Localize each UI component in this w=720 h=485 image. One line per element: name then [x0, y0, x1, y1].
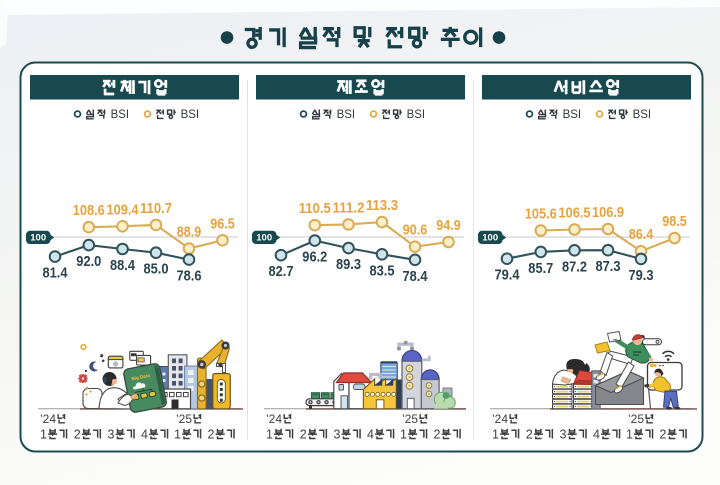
svg-text:85.0: 85.0	[144, 261, 169, 278]
svg-text:1: 1	[40, 427, 47, 441]
svg-text:106.5: 106.5	[559, 205, 591, 222]
svg-text:86.4: 86.4	[629, 226, 654, 243]
svg-text:Big Data: Big Data	[131, 373, 151, 382]
svg-text:4: 4	[367, 427, 374, 441]
svg-text:’25: ’25	[628, 412, 644, 426]
svg-text:2: 2	[208, 427, 215, 441]
svg-text:BSI: BSI	[633, 109, 652, 121]
svg-text:110.5: 110.5	[299, 200, 331, 217]
svg-text:92.0: 92.0	[76, 253, 101, 270]
svg-text:1: 1	[266, 427, 273, 441]
svg-text:2: 2	[300, 427, 307, 441]
svg-text:108.6: 108.6	[73, 202, 105, 219]
svg-text:85.7: 85.7	[528, 260, 553, 277]
svg-text:113.3: 113.3	[366, 197, 398, 214]
svg-text:100: 100	[482, 233, 498, 244]
svg-text:105.6: 105.6	[525, 206, 557, 223]
svg-text:79.3: 79.3	[629, 267, 654, 284]
svg-text:3: 3	[560, 427, 567, 441]
svg-text:BSI: BSI	[181, 109, 200, 121]
svg-text:’24: ’24	[492, 412, 508, 426]
svg-text:’24: ’24	[40, 412, 56, 426]
svg-text:78.4: 78.4	[403, 268, 429, 285]
svg-text:’25: ’25	[402, 412, 418, 426]
svg-text:79.4: 79.4	[495, 267, 521, 284]
svg-text:3: 3	[334, 427, 341, 441]
svg-text:4: 4	[141, 427, 148, 441]
svg-text:2: 2	[660, 427, 667, 441]
svg-text:81.4: 81.4	[43, 265, 69, 282]
svg-text:BSI: BSI	[337, 109, 356, 121]
svg-text:106.9: 106.9	[592, 204, 624, 221]
svg-text:110.7: 110.7	[140, 200, 172, 217]
svg-text:1: 1	[174, 427, 181, 441]
svg-text:BSI: BSI	[407, 109, 426, 121]
svg-text:96.2: 96.2	[302, 249, 327, 266]
svg-text:4: 4	[593, 427, 600, 441]
svg-text:87.3: 87.3	[596, 258, 621, 275]
svg-text:109.4: 109.4	[107, 201, 140, 218]
svg-text:’25: ’25	[176, 412, 192, 426]
svg-text:82.7: 82.7	[269, 263, 294, 280]
svg-text:3: 3	[108, 427, 115, 441]
svg-text:98.5: 98.5	[662, 213, 687, 230]
svg-text:2: 2	[526, 427, 533, 441]
svg-text:BSI: BSI	[111, 109, 130, 121]
svg-text:1: 1	[626, 427, 633, 441]
svg-text:89.3: 89.3	[336, 256, 361, 273]
svg-text:100: 100	[30, 233, 46, 244]
svg-text:2: 2	[74, 427, 81, 441]
svg-text:1: 1	[492, 427, 499, 441]
svg-text:1: 1	[400, 427, 407, 441]
svg-text:BSI: BSI	[563, 109, 582, 121]
svg-text:111.2: 111.2	[333, 199, 365, 216]
svg-text:2: 2	[434, 427, 441, 441]
svg-text:88.4: 88.4	[110, 257, 136, 274]
svg-text:100: 100	[256, 233, 272, 244]
svg-text:88.9: 88.9	[177, 224, 202, 241]
svg-text:87.2: 87.2	[562, 258, 587, 275]
svg-text:96.5: 96.5	[210, 215, 235, 232]
svg-text:94.9: 94.9	[436, 217, 461, 234]
svg-text:90.6: 90.6	[403, 222, 428, 239]
svg-text:78.6: 78.6	[177, 268, 202, 285]
svg-text:83.5: 83.5	[370, 262, 395, 279]
svg-text:’24: ’24	[266, 412, 282, 426]
